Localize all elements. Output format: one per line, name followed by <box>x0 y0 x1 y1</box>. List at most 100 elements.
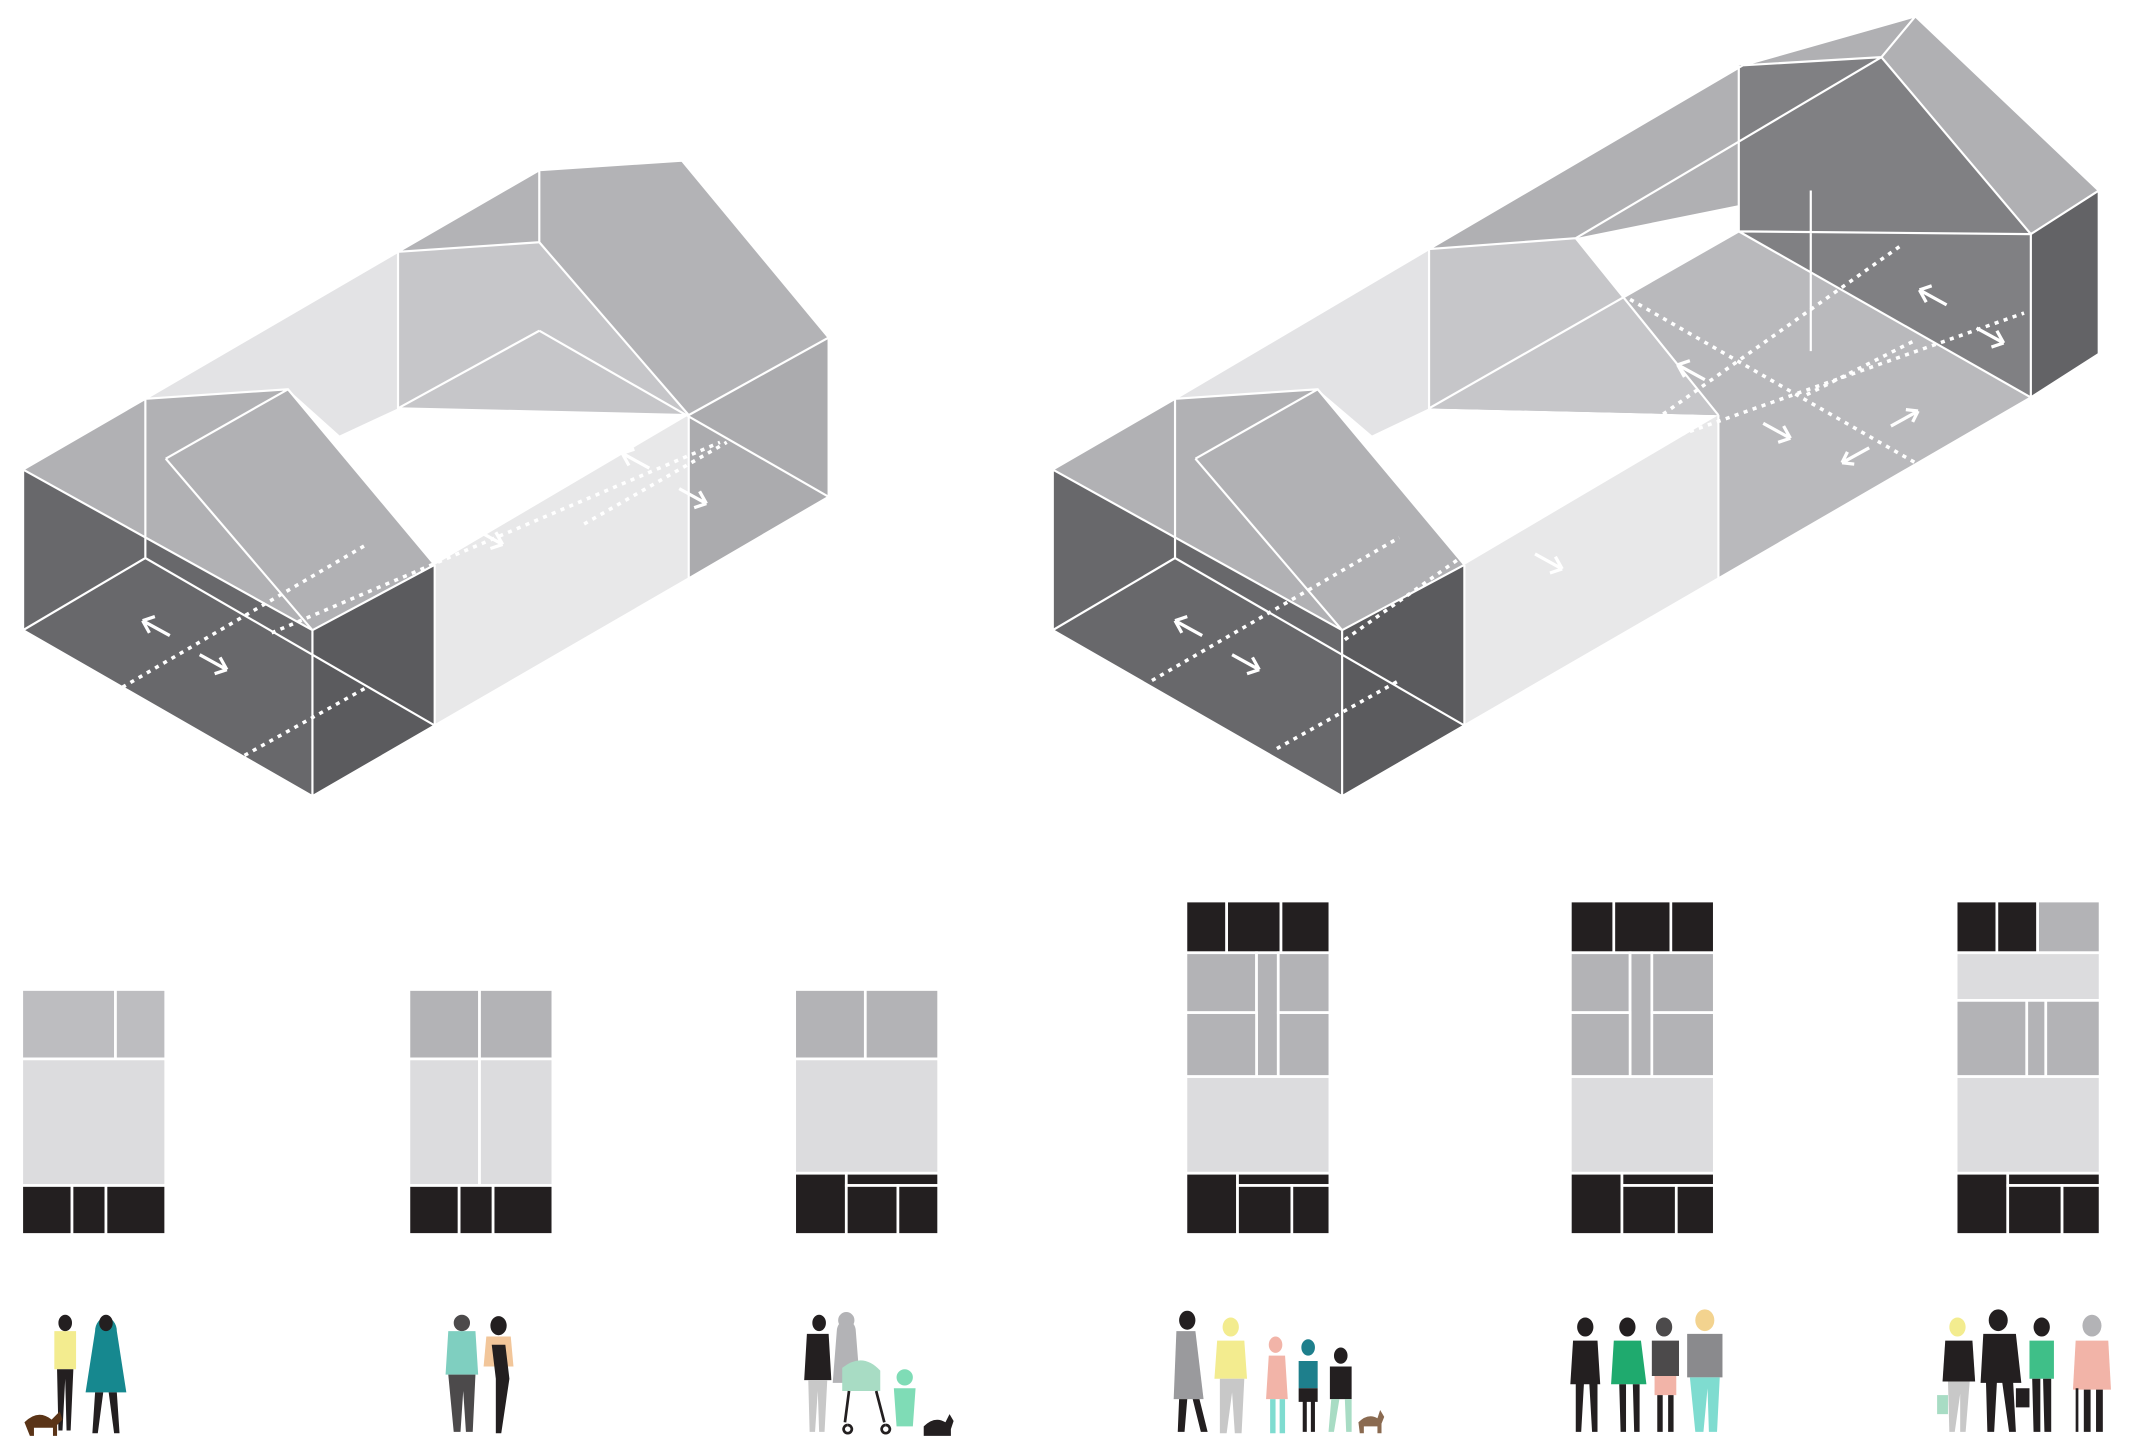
cell <box>478 988 555 1061</box>
person <box>1177 1310 1208 1432</box>
cell <box>1290 1184 1332 1236</box>
dashed-line <box>121 440 728 757</box>
right-house <box>1050 15 2101 798</box>
cell <box>1279 899 1332 955</box>
cell <box>1620 1171 1716 1187</box>
person <box>490 1316 510 1434</box>
volume <box>312 564 435 797</box>
person <box>1219 1378 1245 1434</box>
cell <box>457 1184 495 1236</box>
arrow <box>1173 284 2006 676</box>
elevation <box>793 988 941 1236</box>
dashed-line <box>1151 243 2025 751</box>
cell <box>1184 951 1258 1014</box>
cell <box>1236 1171 1332 1187</box>
cell <box>1184 899 1229 955</box>
stroller <box>842 1390 892 1435</box>
person <box>1611 1340 1647 1385</box>
person <box>1173 1331 1204 1400</box>
cell <box>1255 951 1280 1078</box>
cell <box>896 1184 941 1236</box>
dog <box>1358 1410 1385 1434</box>
arrow <box>141 447 708 676</box>
cell <box>1568 951 1632 1014</box>
people <box>445 1314 514 1434</box>
cell <box>2044 999 2102 1078</box>
cell <box>1954 899 1999 955</box>
person <box>1270 1399 1286 1434</box>
person <box>1687 1333 1723 1378</box>
bag <box>1937 1395 1948 1415</box>
volume <box>1052 389 1465 631</box>
elevation <box>1184 899 1332 1236</box>
cell <box>1568 1011 1632 1078</box>
person <box>1328 1399 1352 1432</box>
cell <box>20 988 117 1061</box>
volume <box>398 160 829 416</box>
person <box>1980 1309 2030 1432</box>
cell <box>1995 899 2039 955</box>
cell <box>1225 899 1283 955</box>
cell <box>20 1057 168 1187</box>
cell <box>1184 1075 1332 1175</box>
cell <box>1620 1184 1678 1236</box>
people <box>24 1314 127 1436</box>
person <box>1651 1317 1680 1377</box>
person <box>1619 1317 1640 1432</box>
cell <box>2025 999 2048 1078</box>
person <box>85 1317 127 1393</box>
person <box>1570 1317 1601 1432</box>
volume <box>145 251 399 436</box>
cell <box>1184 1171 1239 1236</box>
elevation <box>20 988 168 1236</box>
edge <box>1050 15 2101 798</box>
cell <box>844 1184 900 1236</box>
person <box>2029 1340 2054 1379</box>
person <box>1298 1388 1318 1432</box>
cell <box>1954 951 2102 1002</box>
person <box>893 1369 916 1427</box>
volume <box>1175 249 1430 436</box>
person <box>1654 1376 1677 1396</box>
person <box>1298 1339 1318 1389</box>
person <box>1329 1347 1352 1400</box>
cell <box>2060 1184 2102 1236</box>
stroller <box>842 1360 881 1392</box>
cell <box>104 1184 168 1236</box>
cell <box>1236 1184 1294 1236</box>
elevation <box>1568 899 1716 1236</box>
cell <box>793 988 867 1061</box>
cell <box>1612 899 1673 955</box>
cell <box>1628 951 1654 1078</box>
cell <box>793 1057 941 1175</box>
volume <box>1342 564 1465 797</box>
cell <box>407 1057 481 1187</box>
cell <box>1568 899 1616 955</box>
person <box>1947 1381 1970 1432</box>
person <box>1657 1395 1674 1432</box>
people <box>1937 1309 2111 1432</box>
volume <box>688 337 829 579</box>
person <box>2075 1388 2103 1432</box>
cat <box>923 1414 954 1436</box>
person <box>1942 1340 1976 1382</box>
person <box>2082 1314 2102 1337</box>
cell <box>2006 1171 2102 1187</box>
cell <box>1669 899 1716 955</box>
cell <box>1568 1075 1716 1175</box>
cell <box>1276 1011 1332 1078</box>
elevation <box>407 988 555 1236</box>
people <box>1173 1310 1385 1434</box>
left-house <box>20 159 831 798</box>
cell <box>1954 1171 2010 1236</box>
dog <box>24 1411 63 1436</box>
cell <box>2006 1184 2064 1236</box>
cell <box>478 1057 555 1187</box>
people <box>1570 1309 1723 1432</box>
volume <box>1429 231 2031 579</box>
person <box>1214 1317 1248 1379</box>
person <box>57 1314 74 1431</box>
volume <box>1464 415 1719 726</box>
